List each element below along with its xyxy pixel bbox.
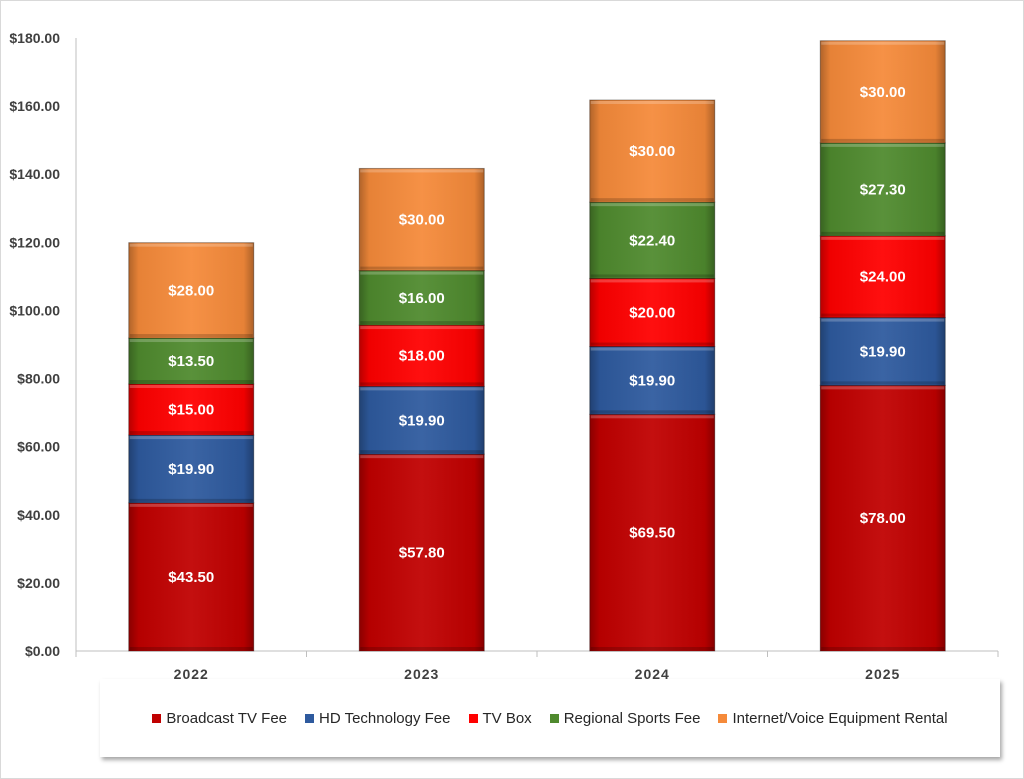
legend-label: TV Box xyxy=(482,709,532,727)
legend-swatch xyxy=(152,713,162,723)
x-category-label: 2022 xyxy=(174,666,209,682)
y-tick-label: $180.00 xyxy=(9,30,60,46)
data-label: $20.00 xyxy=(629,304,675,321)
bar-segment xyxy=(819,40,946,144)
legend-swatch xyxy=(305,713,315,723)
y-tick-label: $40.00 xyxy=(17,507,60,523)
data-label: $16.00 xyxy=(399,290,445,307)
legend-item: Broadcast TV Fee xyxy=(152,710,287,727)
y-axis: $0.00 $20.00 $40.00 $60.00 $80.00 $100.00 $120… xyxy=(9,30,77,659)
y-tick-label: $120.00 xyxy=(9,234,60,250)
bar-segment xyxy=(819,317,946,386)
data-label: $19.90 xyxy=(860,343,906,360)
bar-segment xyxy=(128,242,255,339)
data-label: $30.00 xyxy=(860,84,906,101)
legend-label: HD Technology Fee xyxy=(319,709,451,727)
x-axis: 2022 2023 2024 2025 xyxy=(75,650,999,682)
bar-segment xyxy=(819,384,946,652)
bar-segment xyxy=(589,99,716,203)
y-tick-label: $80.00 xyxy=(17,371,60,387)
x-category-label: 2025 xyxy=(865,666,900,682)
data-label: $28.00 xyxy=(168,282,214,299)
bar-segment xyxy=(589,413,716,652)
data-label: $27.30 xyxy=(860,181,906,198)
data-label: $57.80 xyxy=(399,545,445,562)
data-label: $19.90 xyxy=(629,372,675,389)
data-label: $24.00 xyxy=(860,269,906,286)
bar-segment xyxy=(128,502,255,652)
bar-segment xyxy=(128,337,255,385)
bar-segment xyxy=(358,324,485,387)
legend-item: TV Box xyxy=(468,709,532,727)
bar-segment xyxy=(589,277,716,348)
data-label: $30.00 xyxy=(399,212,445,229)
y-tick-label: $160.00 xyxy=(9,98,60,114)
legend-label: Regional Sports Fee xyxy=(563,709,701,727)
data-label: $69.50 xyxy=(629,525,675,542)
y-tick-label: $0.00 xyxy=(25,643,60,659)
bar-segment xyxy=(128,434,255,504)
bar-segment xyxy=(358,270,485,326)
data-label: $43.50 xyxy=(168,569,214,586)
legend-swatch xyxy=(549,713,559,723)
data-label: $30.00 xyxy=(629,143,675,160)
bar-segment xyxy=(358,167,485,272)
x-category-label: 2023 xyxy=(404,666,439,682)
legend-swatch xyxy=(718,713,728,723)
y-tick-label: $20.00 xyxy=(17,575,60,591)
y-tick-label: $140.00 xyxy=(9,166,60,182)
bar-segment xyxy=(819,142,946,237)
legend: Broadcast TV Fee HD Technology Fee TV Box R… xyxy=(100,679,1000,757)
legend-item: Regional Sports Fee xyxy=(549,709,701,727)
bars xyxy=(128,40,946,652)
data-label: $15.00 xyxy=(168,402,214,419)
data-label: $19.90 xyxy=(168,461,214,478)
bar-segment xyxy=(819,235,946,319)
data-label: $18.00 xyxy=(399,348,445,365)
data-label: $78.00 xyxy=(860,510,906,527)
bar-segment xyxy=(358,385,485,455)
data-label: $13.50 xyxy=(168,353,214,370)
y-tick-label: $60.00 xyxy=(17,439,60,455)
bar-segment xyxy=(589,201,716,279)
legend-item: Internet/Voice Equipment Rental xyxy=(718,709,948,727)
data-labels: $43.50 $19.90 $15.00 $13.50 $28.00 $57.80 $19.… xyxy=(168,84,905,586)
legend-label: Internet/Voice Equipment Rental xyxy=(732,709,948,727)
legend-swatch xyxy=(468,713,478,723)
x-category-label: 2024 xyxy=(635,666,670,682)
data-label: $19.90 xyxy=(399,412,445,429)
legend-label: Broadcast TV Fee xyxy=(166,709,288,727)
data-label: $22.40 xyxy=(629,232,675,249)
y-tick-label: $100.00 xyxy=(9,302,60,318)
legend-item: HD Technology Fee xyxy=(305,709,451,727)
bar-segment xyxy=(589,346,716,415)
bar-segment xyxy=(358,453,485,652)
